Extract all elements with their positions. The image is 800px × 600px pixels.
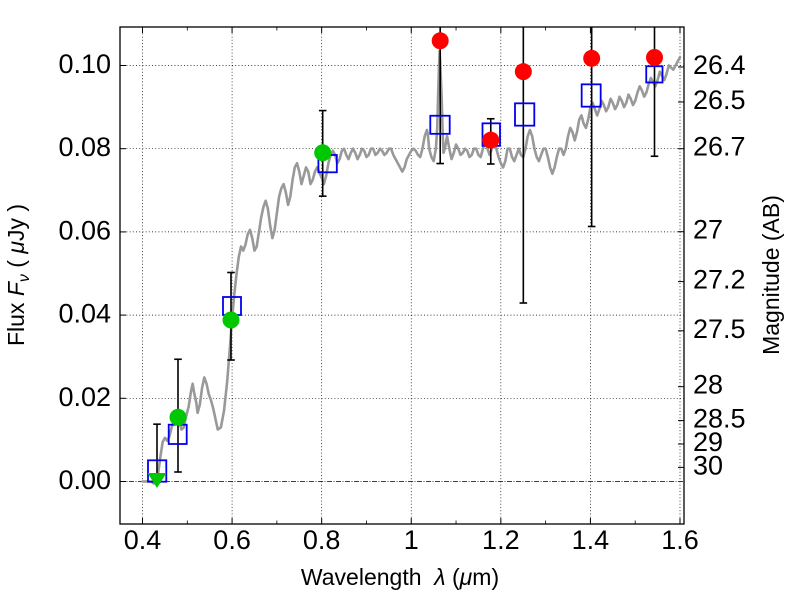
svg-text:1.6: 1.6 <box>661 525 699 555</box>
svg-text:0.06: 0.06 <box>58 215 111 245</box>
svg-text:26.7: 26.7 <box>693 132 746 162</box>
svg-text:0.4: 0.4 <box>124 525 162 555</box>
svg-text:0.08: 0.08 <box>58 132 111 162</box>
svg-text:1: 1 <box>404 525 419 555</box>
svg-text:0.02: 0.02 <box>58 382 111 412</box>
svg-text:Magnitude (AB): Magnitude (AB) <box>758 195 784 355</box>
svg-text:30: 30 <box>693 450 723 480</box>
svg-text:0.8: 0.8 <box>303 525 341 555</box>
svg-text:0.04: 0.04 <box>58 299 111 329</box>
svg-text:27: 27 <box>693 215 723 245</box>
svg-text:27.2: 27.2 <box>693 265 746 295</box>
svg-text:0.00: 0.00 <box>58 465 111 495</box>
svg-text:0.6: 0.6 <box>213 525 251 555</box>
svg-text:26.5: 26.5 <box>693 85 746 115</box>
svg-text:Wavelength λ (μm): Wavelength λ (μm) <box>301 564 499 590</box>
svg-text:28: 28 <box>693 370 723 400</box>
svg-text:27.5: 27.5 <box>693 314 746 344</box>
svg-text:0.10: 0.10 <box>58 49 111 79</box>
svg-text:26.4: 26.4 <box>693 50 746 80</box>
svg-text:Flux Fν ( μJy ): Flux Fν ( μJy ) <box>3 204 33 346</box>
svg-text:1.2: 1.2 <box>482 525 520 555</box>
svg-text:1.4: 1.4 <box>572 525 610 555</box>
